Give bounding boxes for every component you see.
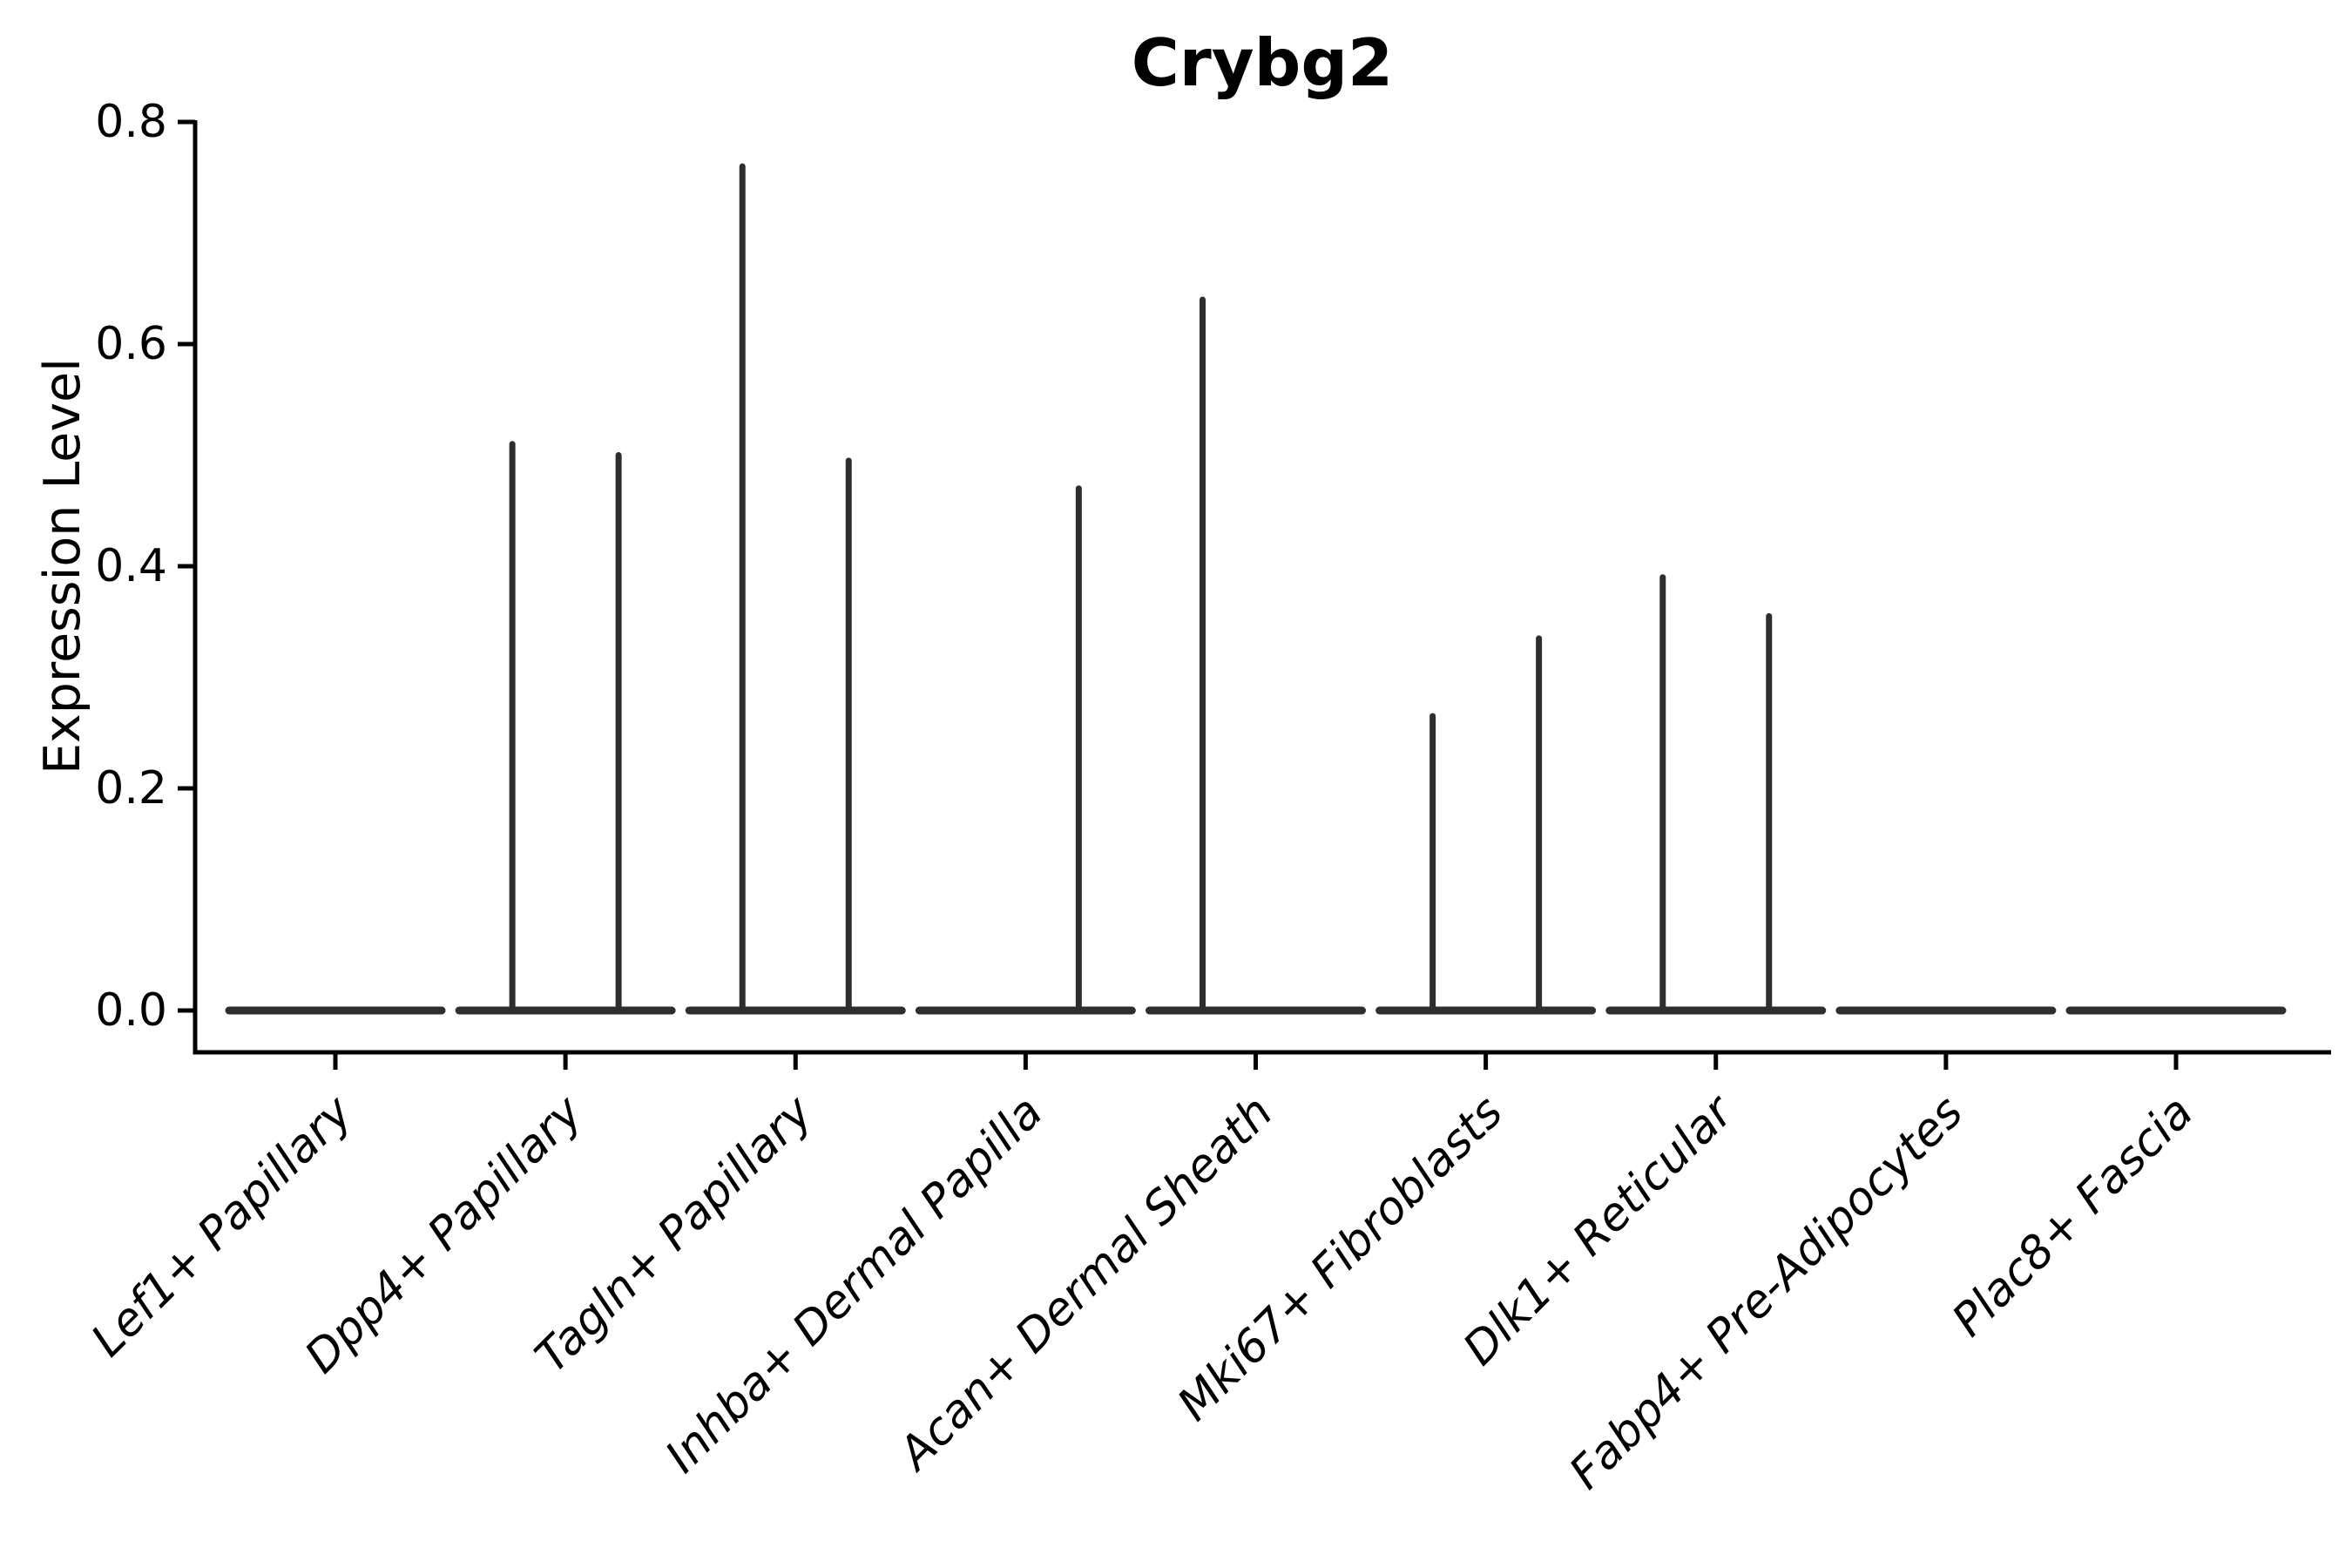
y-tick-label: 0.4 — [95, 540, 167, 592]
y-tick-label: 0.0 — [95, 984, 167, 1037]
axis-spine — [193, 120, 2331, 1055]
x-tick-label: Acan+ Dermal Sheath — [888, 1086, 1283, 1482]
y-axis-label: Expression Level — [34, 358, 91, 774]
chart-title: Crybg2 — [1132, 24, 1393, 101]
violins-group — [225, 163, 2287, 1015]
x-tick-label: Inhba+ Dermal Papilla — [656, 1086, 1053, 1484]
x-tick-label: Plac8+ Fascia — [1943, 1086, 2203, 1347]
y-tick-label: 0.8 — [95, 96, 167, 148]
x-tick-label: Fabp4+ Pre-Adipocytes — [1559, 1086, 1973, 1500]
y-tick-label: 0.6 — [95, 318, 167, 370]
y-tick-label: 0.2 — [95, 762, 167, 814]
y-tick-group: 0.0 0.2 0.4 0.6 0.8 — [95, 96, 195, 1037]
axes-spines — [193, 120, 2331, 1055]
